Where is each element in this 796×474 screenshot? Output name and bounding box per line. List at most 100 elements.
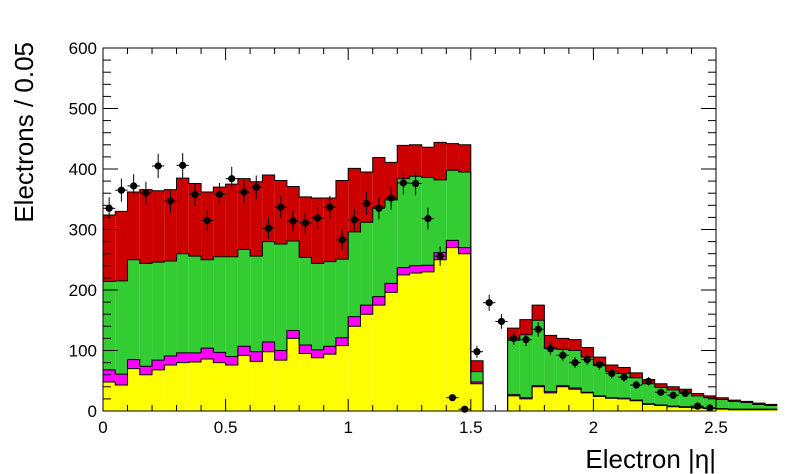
- bar-series-3-bin-17: [311, 198, 324, 264]
- bar-series-0-bin-15: [286, 338, 300, 411]
- x-tick-label: 2.5: [704, 418, 728, 437]
- bar-series-3-bin-12: [250, 181, 263, 257]
- bar-series-3-bin-18: [323, 198, 336, 262]
- data-point-47: [679, 389, 692, 398]
- data-point-24: [397, 171, 410, 195]
- bar-series-2-bin-44: [642, 383, 655, 404]
- bar-series-0-bin-6: [176, 362, 189, 411]
- bar-series-2-bin-17: [311, 263, 324, 350]
- bar-series-2-bin-18: [323, 261, 336, 347]
- bar-series-3-bin-41: [605, 365, 618, 372]
- data-point-17: [311, 207, 324, 229]
- bar-series-1-bin-18: [323, 346, 336, 355]
- bar-series-1-bin-15: [286, 330, 300, 339]
- bar-series-2-bin-23: [384, 199, 398, 284]
- bar-series-0-bin-35: [532, 386, 545, 411]
- data-point-31: [483, 294, 496, 311]
- x-tick-label: 1.5: [459, 418, 483, 437]
- bar-series-3-bin-23: [384, 162, 398, 200]
- bar-series-0-bin-46: [666, 406, 680, 411]
- data-point-6: [176, 153, 189, 178]
- data-point-1: [115, 178, 128, 202]
- data-point-19: [335, 229, 349, 250]
- bar-series-1-bin-25: [409, 265, 422, 274]
- bar-series-1-bin-35: [532, 385, 545, 387]
- bar-series-3-bin-36: [544, 335, 557, 349]
- bar-series-3-bin-38: [568, 339, 582, 351]
- bar-series-1-bin-14: [274, 350, 287, 361]
- bar-series-0-bin-40: [593, 396, 606, 411]
- data-point-25: [409, 171, 422, 196]
- bar-series-0-bin-54: [765, 409, 778, 411]
- bar-series-3-bin-48: [691, 393, 704, 396]
- bar-series-2-bin-38: [568, 350, 582, 389]
- bar-series-1-bin-24: [397, 267, 410, 275]
- bar-series-3-bin-39: [581, 347, 594, 358]
- bar-series-3-bin-22: [372, 157, 385, 208]
- data-point-21: [360, 192, 373, 215]
- x-tick-label: 1: [343, 418, 352, 437]
- bar-series-2-bin-52: [740, 402, 753, 410]
- bar-series-0-bin-52: [740, 409, 753, 411]
- bar-series-1-bin-13: [262, 342, 275, 352]
- bar-series-3-bin-3: [139, 189, 153, 264]
- bar-series-3-bin-9: [213, 187, 226, 257]
- bar-series-2-bin-10: [225, 256, 238, 357]
- bar-series-2-bin-34: [519, 334, 533, 398]
- bar-series-0-bin-29: [458, 253, 471, 411]
- bar-series-3-bin-28: [446, 143, 459, 171]
- bar-series-3-bin-27: [434, 142, 447, 180]
- data-point-49: [703, 404, 716, 412]
- data-point-16: [299, 212, 312, 234]
- bar-series-2-bin-6: [176, 253, 189, 353]
- bar-series-3-bin-5: [164, 189, 177, 261]
- bar-series-3-bin-2: [127, 191, 140, 260]
- bar-series-2-bin-7: [188, 256, 202, 353]
- data-point-10: [225, 166, 238, 191]
- bar-series-2-bin-25: [409, 176, 422, 266]
- bar-series-2-bin-9: [213, 256, 226, 353]
- bar-series-2-bin-53: [752, 404, 766, 410]
- data-point-46: [666, 391, 680, 399]
- y-tick-label: 600: [69, 39, 97, 58]
- bar-series-2-bin-8: [201, 259, 214, 349]
- bar-series-1-bin-5: [164, 355, 177, 366]
- data-point-45: [654, 388, 667, 396]
- data-point-37: [556, 349, 569, 362]
- axes: [102, 47, 717, 412]
- bar-series-2-bin-5: [164, 260, 177, 356]
- y-tick-label: 200: [69, 281, 97, 300]
- bar-series-0-bin-23: [384, 292, 398, 411]
- bar-series-3-bin-43: [630, 372, 643, 378]
- bar-series-0-bin-28: [446, 247, 459, 411]
- data-points: [103, 153, 716, 413]
- stack-outline-1: [102, 239, 778, 412]
- data-point-12: [250, 175, 263, 199]
- bar-series-2-bin-20: [348, 231, 361, 317]
- bar-series-3-bin-11: [237, 178, 251, 250]
- bar-series-0-bin-30: [470, 383, 484, 411]
- bar-series-0-bin-14: [274, 360, 287, 411]
- data-point-27: [434, 246, 447, 266]
- bar-series-3-bin-13: [262, 175, 275, 242]
- bar-series-0-bin-38: [568, 389, 582, 411]
- bar-series-1-bin-26: [421, 265, 435, 272]
- bar-series-0-bin-13: [262, 351, 275, 411]
- bar-series-1-bin-30: [470, 381, 484, 384]
- bar-series-0-bin-10: [225, 365, 238, 411]
- bar-series-0-bin-16: [299, 353, 312, 411]
- bar-series-0-bin-7: [188, 361, 202, 411]
- tick-labels: 0 0.5 1 1.5 2 2.5 0 100 200 300 400 500 600: [69, 39, 728, 437]
- bar-series-0-bin-26: [421, 271, 435, 411]
- bar-series-0-bin-43: [630, 400, 643, 411]
- bar-series-2-bin-35: [532, 320, 545, 386]
- bar-series-2-bin-1: [115, 280, 128, 375]
- bar-series-2-bin-30: [470, 371, 484, 382]
- bar-series-1-bin-8: [201, 348, 214, 359]
- bar-series-3-bin-51: [728, 400, 741, 402]
- data-point-28: [446, 394, 459, 402]
- bar-series-2-bin-50: [716, 399, 729, 409]
- bar-series-0-bin-25: [409, 273, 422, 411]
- bar-series-2-bin-49: [703, 397, 716, 408]
